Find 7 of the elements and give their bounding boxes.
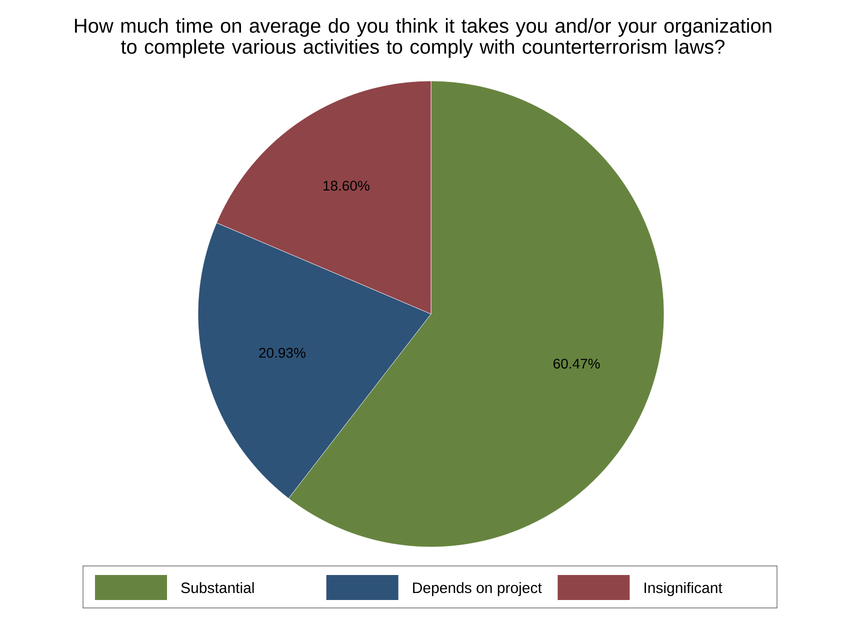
data-label: 20.93%	[259, 348, 306, 358]
data-label: 18.60%	[324, 180, 370, 191]
legend-label: Depends on project	[413, 582, 542, 596]
data-label: 60.47%	[554, 358, 600, 369]
legend-label: Insignificant	[644, 582, 722, 596]
chart-title: How much time on average do you think it takes you and/or your organization to complete various activities to comply with counterterrorism laws?	[75, 18, 772, 58]
legend-label: Substantial	[181, 582, 254, 594]
